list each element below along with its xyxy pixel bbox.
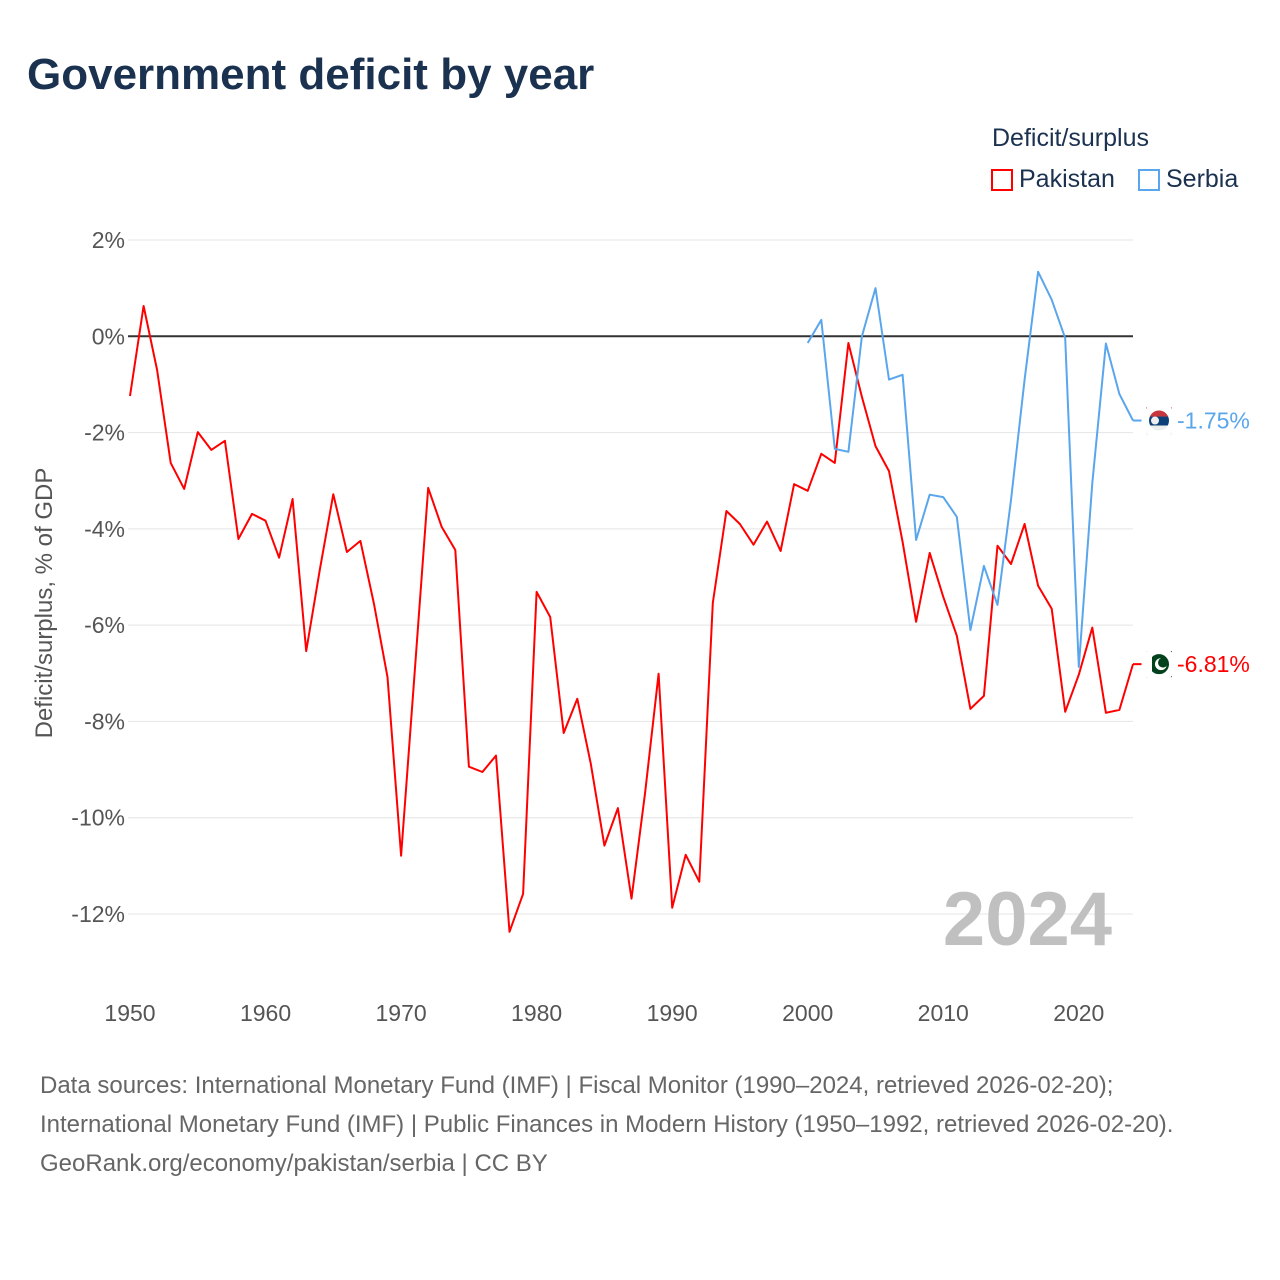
series-line-serbia[interactable] (806, 270, 1134, 668)
end-value-label-serbia: -1.75% (1177, 408, 1250, 434)
x-tick-label: 2020 (1053, 1000, 1104, 1026)
line-chart: 2% 0% -2% -4% -6% -8% -10% -12% 1950 1960 1970 1980… (31, 227, 1250, 1026)
chart-title: Government deficit by year (27, 50, 595, 99)
y-tick-label: 0% (92, 323, 125, 349)
y-axis-label: Deficit/surplus, % of GDP (31, 468, 58, 739)
legend-swatch-serbia (1138, 168, 1160, 191)
x-tick-label: 2010 (918, 1000, 969, 1026)
y-tick-label: -10% (71, 805, 125, 831)
legend-item-serbia[interactable]: Serbia (1138, 165, 1238, 194)
series-line-pakistan[interactable] (129, 305, 1134, 933)
y-tick-label: -2% (84, 420, 125, 446)
data-sources: Data sources: International Monetary Fun… (40, 1072, 1174, 1138)
legend-swatch-pakistan (991, 168, 1013, 191)
y-tick-label: -4% (84, 516, 125, 542)
legend-title: Deficit/surplus (992, 124, 1149, 152)
legend-label-serbia: Serbia (1166, 165, 1239, 193)
legend-item-pakistan[interactable]: Pakistan (991, 165, 1115, 194)
y-tick-label: -6% (84, 612, 125, 638)
x-tick-label: 1960 (240, 1000, 291, 1026)
year-watermark: 2024 (943, 877, 1112, 962)
sources-footer: Data sources: International Monetary Fun… (40, 1066, 1240, 1183)
attribution-link[interactable]: GeoRank.org/economy/pakistan/serbia | CC… (40, 1150, 548, 1177)
x-tick-label: 1980 (511, 1000, 562, 1026)
x-tick-label: 1950 (104, 1000, 155, 1026)
flag-pakistan-icon (1141, 646, 1177, 682)
x-tick-label: 1990 (647, 1000, 698, 1026)
x-tick-label: 2000 (782, 1000, 833, 1026)
x-tick-label: 1970 (375, 1000, 426, 1026)
end-value-label-pakistan: -6.81% (1177, 651, 1250, 677)
y-tick-label: 2% (92, 227, 125, 253)
legend-label-pakistan: Pakistan (1019, 165, 1115, 193)
y-tick-label: -12% (71, 901, 125, 927)
flag-serbia-icon (1141, 403, 1177, 439)
y-tick-label: -8% (84, 708, 125, 734)
